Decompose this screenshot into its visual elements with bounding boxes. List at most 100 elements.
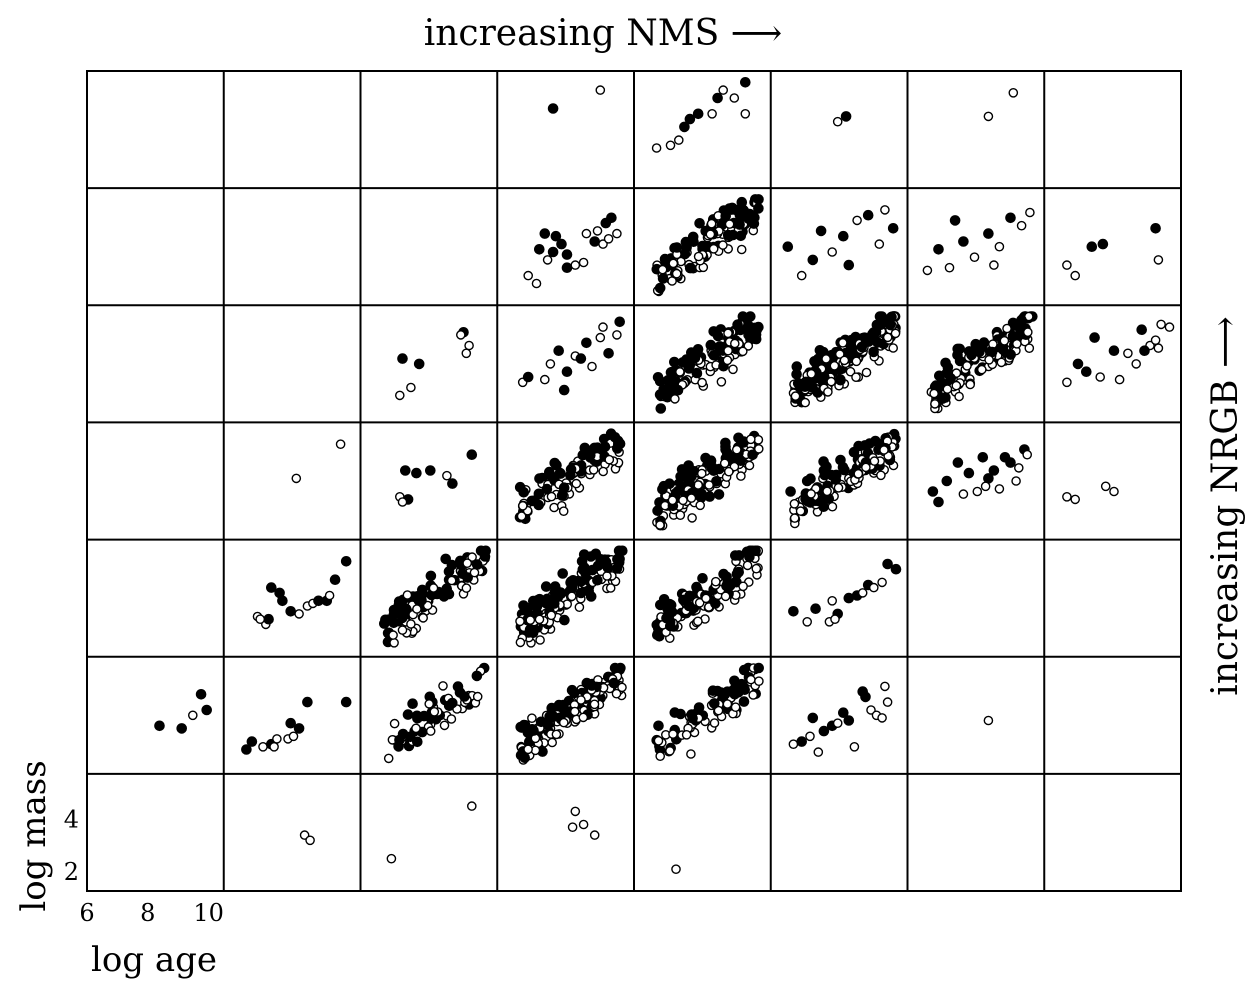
data-point <box>848 446 860 458</box>
data-point <box>958 236 969 247</box>
data-point <box>335 439 346 450</box>
data-point <box>963 467 975 479</box>
data-point <box>425 726 436 736</box>
data-point <box>945 373 957 384</box>
data-point <box>566 582 578 593</box>
data-point <box>669 356 680 368</box>
data-point <box>406 619 416 629</box>
data-point <box>882 697 893 707</box>
data-point <box>1089 332 1100 343</box>
right-title: increasing NRGB ⟶ <box>1205 316 1246 695</box>
data-point <box>402 709 414 720</box>
panel-r5-c6 <box>983 715 994 726</box>
data-point <box>1109 486 1119 497</box>
data-point <box>614 316 626 328</box>
data-point <box>940 357 951 369</box>
data-point <box>1081 366 1092 378</box>
data-point <box>561 262 573 274</box>
data-point <box>691 367 703 379</box>
data-point <box>538 595 550 607</box>
data-point <box>736 196 748 208</box>
data-point <box>686 493 697 503</box>
data-point <box>678 495 688 506</box>
data-point <box>701 593 711 604</box>
data-point <box>681 357 692 369</box>
data-point <box>393 599 405 611</box>
data-point <box>265 582 277 593</box>
data-point <box>455 330 466 340</box>
data-point <box>462 558 473 569</box>
data-point <box>195 689 207 700</box>
data-point <box>671 242 683 253</box>
panel-r6-c4 <box>671 864 681 875</box>
data-point <box>676 464 688 475</box>
panel-r3-c7 <box>1062 481 1119 505</box>
data-point <box>922 265 933 276</box>
data-point <box>567 822 578 833</box>
panel-r5-c4 <box>651 662 765 762</box>
data-point <box>751 563 762 574</box>
data-point <box>712 330 724 342</box>
panel-r3-c6 <box>927 444 1032 508</box>
data-point <box>535 635 545 645</box>
data-point <box>612 228 622 239</box>
data-point <box>977 364 987 375</box>
data-point <box>876 470 886 481</box>
data-point <box>581 337 592 349</box>
data-point <box>1014 463 1024 473</box>
data-point <box>796 270 807 281</box>
data-point <box>464 340 474 351</box>
data-point <box>805 497 816 508</box>
data-point <box>720 210 732 222</box>
data-point <box>675 510 686 521</box>
data-point <box>830 614 840 625</box>
data-point <box>668 258 679 269</box>
data-point <box>664 478 675 490</box>
panel-grid <box>86 70 1182 892</box>
data-point <box>329 574 341 586</box>
data-point <box>255 614 266 625</box>
data-point <box>837 461 849 473</box>
data-point <box>654 282 666 294</box>
data-point <box>880 205 890 215</box>
data-point <box>469 567 480 578</box>
data-point <box>753 662 765 674</box>
data-point <box>383 614 394 626</box>
data-point <box>747 449 758 461</box>
data-point <box>738 346 748 357</box>
data-point <box>459 691 470 702</box>
data-point <box>660 389 672 401</box>
data-point <box>705 229 716 240</box>
data-point <box>285 717 297 729</box>
data-point <box>681 730 692 740</box>
data-point <box>942 384 953 394</box>
data-point <box>683 600 695 612</box>
data-point <box>388 630 398 640</box>
data-point <box>832 718 843 729</box>
data-point <box>291 473 302 484</box>
data-point <box>789 498 800 509</box>
data-point <box>853 468 864 479</box>
data-point <box>461 583 472 593</box>
data-point <box>674 135 684 145</box>
data-point <box>802 617 813 627</box>
data-point <box>952 343 964 355</box>
plot-area <box>154 77 1175 875</box>
data-point <box>983 111 994 122</box>
data-point <box>810 603 821 615</box>
data-point <box>617 682 627 693</box>
data-point <box>882 332 893 343</box>
data-point <box>565 464 577 475</box>
data-point <box>977 451 989 463</box>
data-point <box>791 361 803 372</box>
data-point <box>661 612 672 624</box>
data-point <box>655 751 666 762</box>
data-point <box>589 236 601 247</box>
data-point <box>549 594 560 606</box>
data-point <box>719 458 730 469</box>
data-point <box>558 506 569 517</box>
data-point <box>516 511 527 522</box>
data-point <box>880 681 890 692</box>
axis-ticks: 6 8 10 2 4 <box>64 805 224 927</box>
data-point <box>738 664 750 676</box>
